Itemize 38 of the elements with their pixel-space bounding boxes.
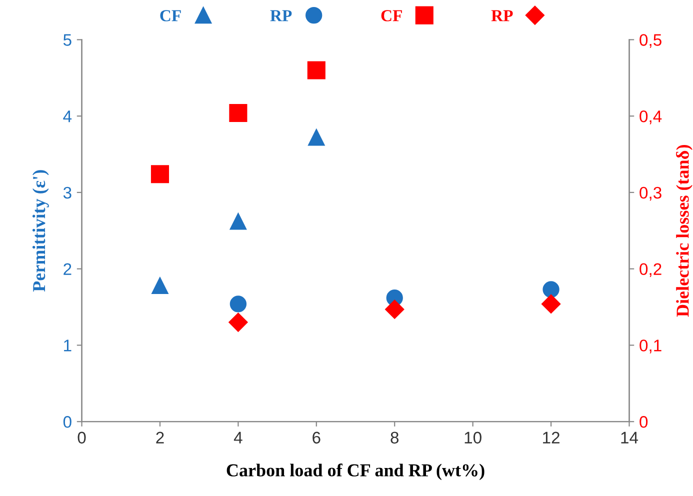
y-tick-label: 3 — [63, 186, 72, 199]
point — [542, 281, 560, 298]
point — [307, 61, 326, 80]
x-tick-label: 10 — [464, 432, 482, 444]
x-tick-label: 4 — [234, 432, 242, 444]
x-tick-label: 8 — [390, 432, 399, 444]
point — [385, 300, 404, 319]
point — [230, 213, 247, 230]
y-tick-label: 5 — [63, 34, 72, 46]
point — [230, 296, 247, 312]
x-tick-label: 12 — [543, 432, 560, 444]
x-tick-label: 14 — [621, 432, 638, 444]
point — [228, 312, 248, 332]
y-tick-label: 0 — [63, 416, 72, 428]
point — [308, 129, 325, 146]
y2-tick-label: 0,5 — [640, 34, 662, 48]
y-tick-label: 1 — [64, 340, 72, 352]
y-axis-title: Permittivity (ε') — [32, 170, 49, 292]
legend-label: RP — [270, 10, 292, 22]
y2-tick-label: 0,1 — [640, 340, 662, 354]
y2-axis-title: Dielectric losses (tanδ) — [676, 145, 692, 317]
legend-label: CF — [160, 10, 181, 22]
legend-label: RP — [491, 10, 513, 22]
y2-tick-label: 0,2 — [640, 263, 662, 278]
point — [542, 294, 561, 314]
y-tick-label: 2 — [64, 263, 72, 275]
y2-tick-label: 0,3 — [640, 186, 662, 201]
y-tick-label: 4 — [63, 110, 72, 122]
legend-label: CF — [381, 10, 402, 22]
point — [229, 104, 248, 122]
x-axis-title: Carbon load of CF and RP (wt%) — [226, 464, 484, 480]
x-tick-label: 2 — [156, 432, 164, 444]
x-tick-label: 6 — [312, 432, 320, 444]
y2-tick-label: 0,4 — [640, 110, 662, 124]
point — [150, 165, 170, 184]
point — [152, 277, 168, 294]
x-tick-label: 0 — [78, 432, 86, 444]
y2-tick-label: 0 — [640, 416, 648, 428]
